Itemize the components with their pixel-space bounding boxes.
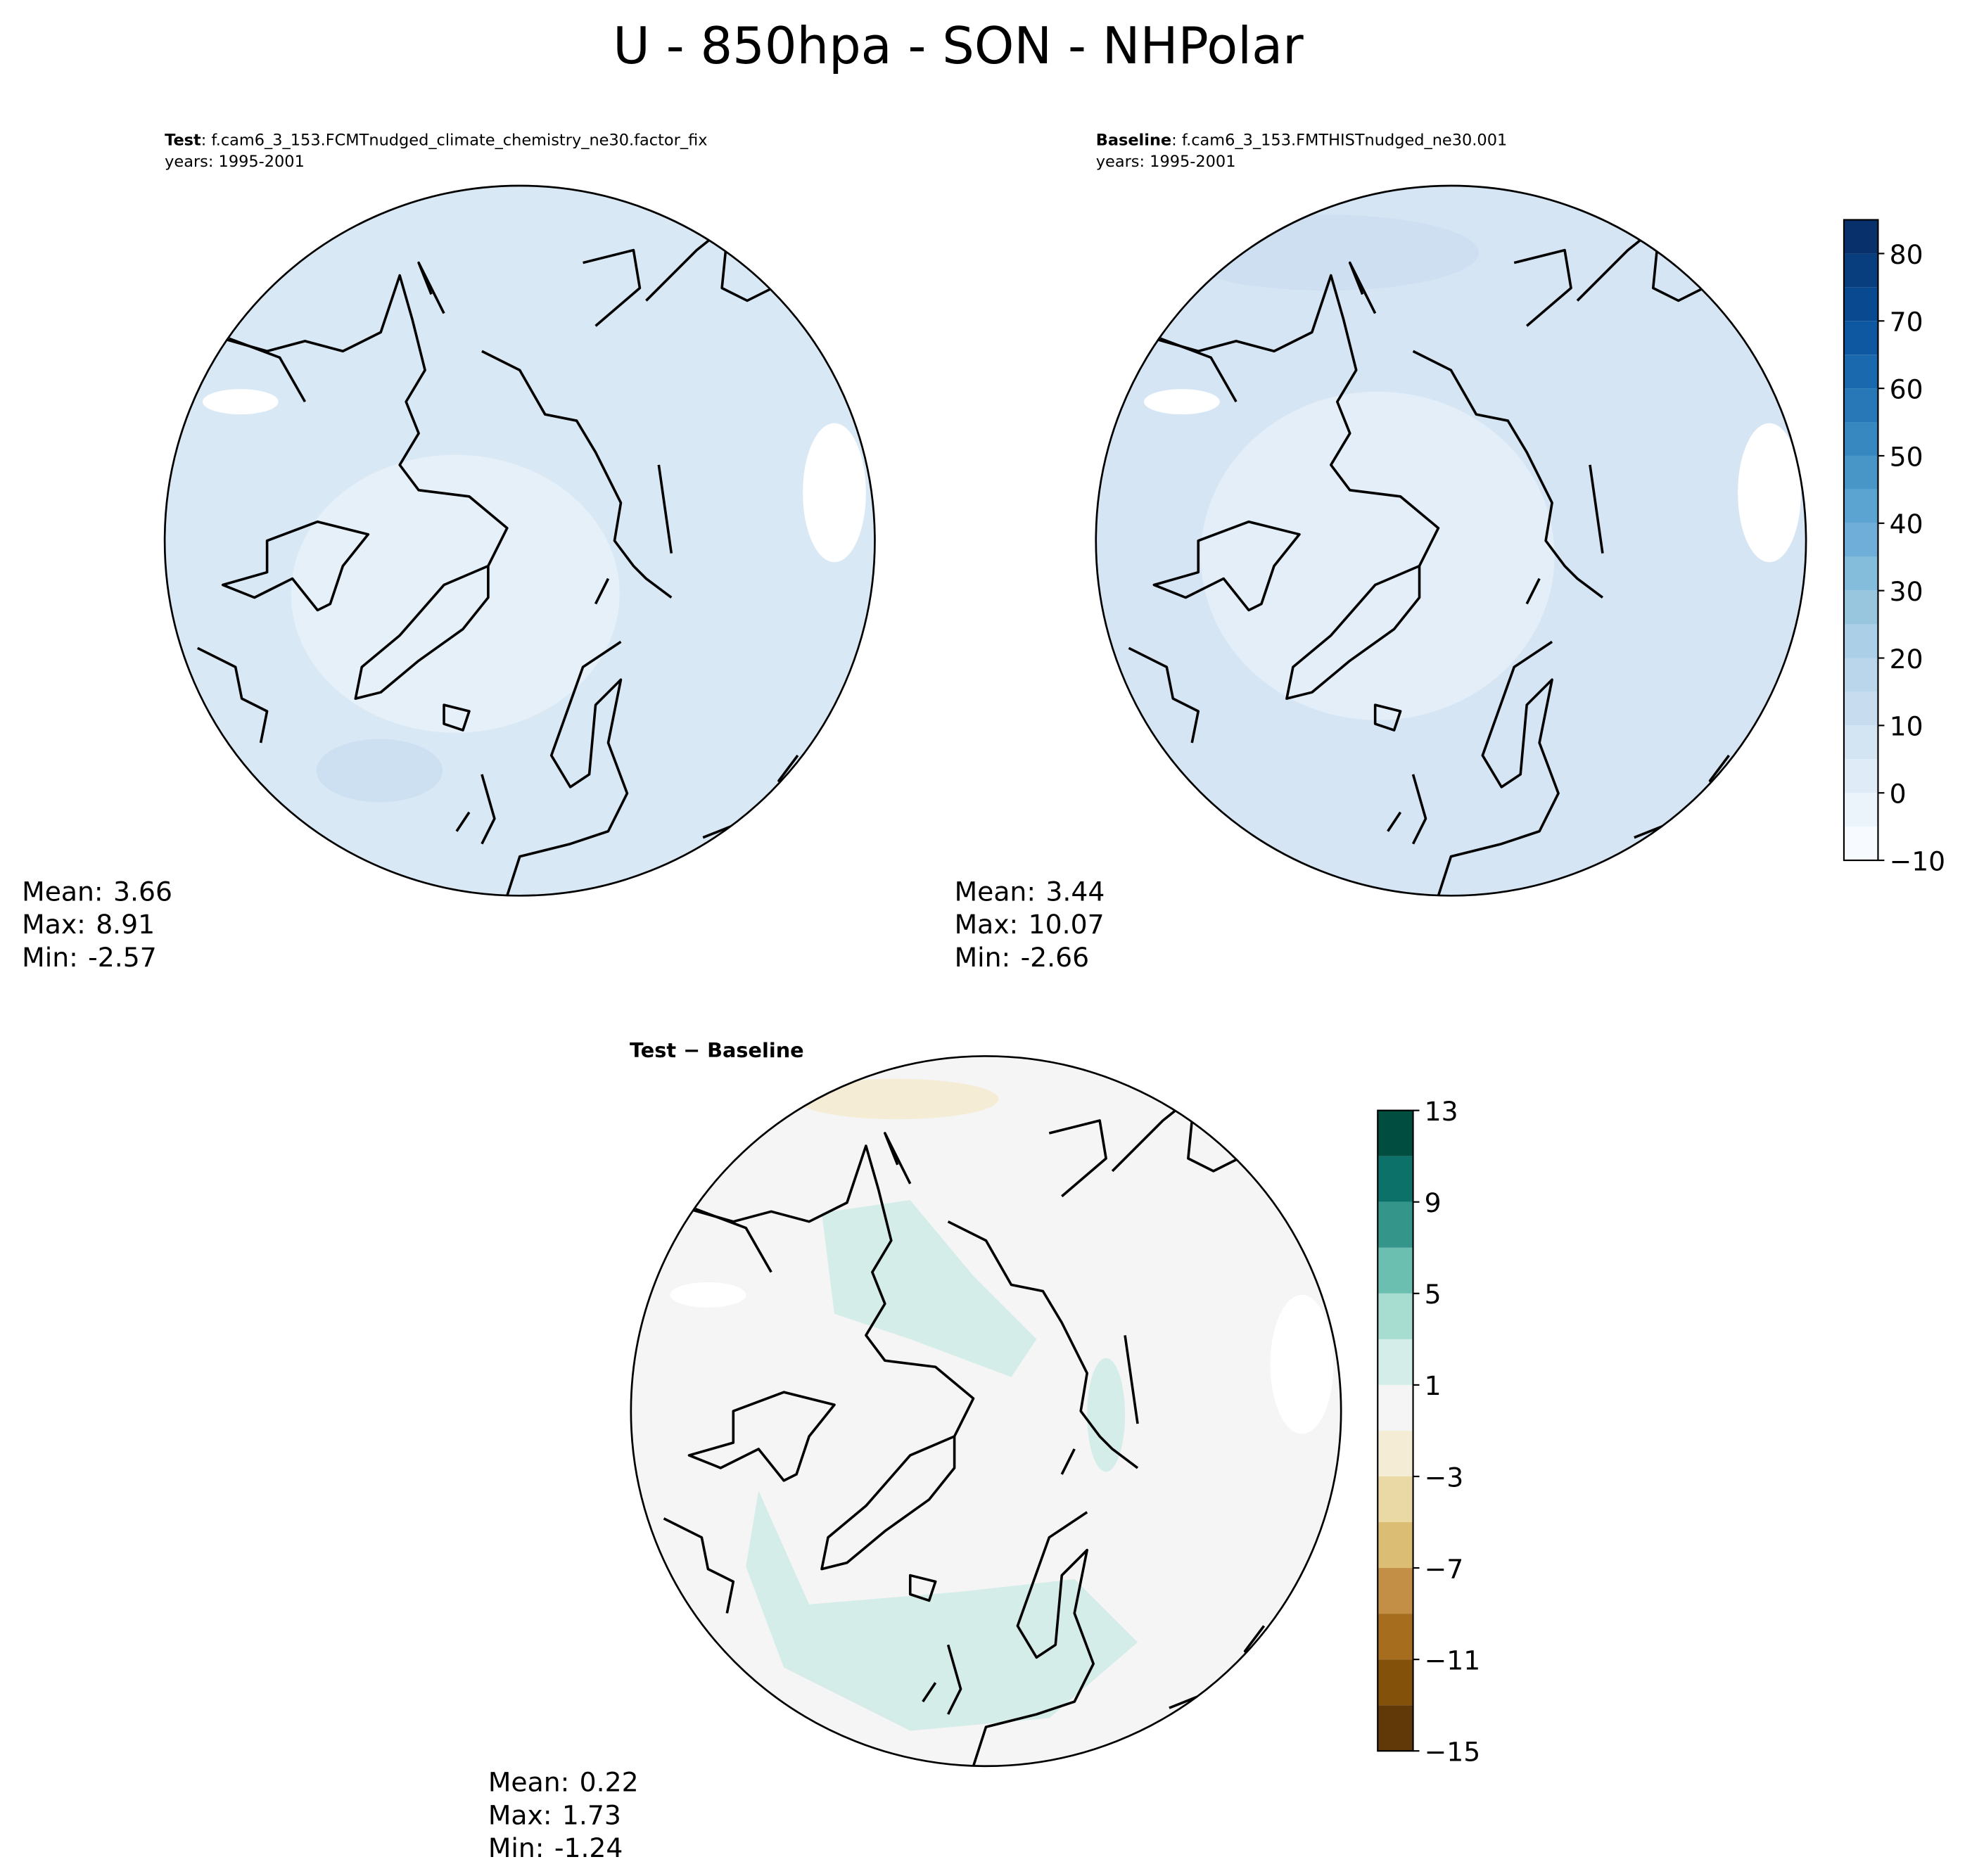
stat-value: 1.73 bbox=[562, 1799, 621, 1830]
colorbar-tick-label: 30 bbox=[1890, 576, 1923, 607]
colorbar-segment bbox=[1843, 725, 1878, 760]
colorbar-segment bbox=[1843, 489, 1878, 523]
colorbar-segment bbox=[1378, 1705, 1413, 1751]
stat: Min: -2.57 bbox=[22, 942, 157, 973]
panel-label: Test − Baseline bbox=[630, 1038, 804, 1062]
colorbar-segment bbox=[1378, 1339, 1413, 1385]
stat-value: -2.57 bbox=[88, 942, 157, 973]
stat-label: Min: bbox=[22, 942, 78, 973]
colorbar-tick-label: 13 bbox=[1425, 1096, 1458, 1127]
colorbar-segment bbox=[1843, 793, 1878, 827]
stat-label: Mean: bbox=[955, 876, 1036, 907]
stat: Mean: 3.66 bbox=[22, 876, 172, 907]
colorbar-tick-label: 0 bbox=[1890, 779, 1907, 810]
colorbar-tick-label: −3 bbox=[1425, 1462, 1464, 1493]
panel-case: : f.cam6_3_153.FCMTnudged_climate_chemis… bbox=[201, 132, 708, 150]
colorbar-segment bbox=[1378, 1476, 1413, 1523]
colorbar-segment bbox=[1378, 1293, 1413, 1339]
colorbar-tick-label: 10 bbox=[1890, 711, 1923, 742]
map bbox=[1095, 186, 1807, 896]
colorbar-segment bbox=[1843, 355, 1878, 389]
stat: Mean: 3.44 bbox=[955, 876, 1105, 907]
colorbar-segment bbox=[1843, 759, 1878, 793]
panel-label: Test bbox=[165, 132, 201, 150]
map bbox=[630, 1056, 1342, 1766]
colorbar-frame bbox=[1377, 1109, 1414, 1752]
stat-label: Max: bbox=[22, 909, 86, 940]
colorbar-segment bbox=[1843, 827, 1878, 861]
stat-label: Min: bbox=[488, 1832, 545, 1863]
colorbar-frame bbox=[1843, 219, 1879, 862]
stat-label: Max: bbox=[488, 1799, 552, 1830]
colorbar-tick-label: 20 bbox=[1890, 644, 1923, 675]
colorbar-tick-label: −10 bbox=[1890, 846, 1946, 876]
colorbar-tick-label: 40 bbox=[1890, 509, 1923, 540]
colorbar-segment bbox=[1378, 1247, 1413, 1294]
stat: Min: -2.66 bbox=[955, 942, 1090, 973]
colorbar-tick-label: −11 bbox=[1425, 1645, 1481, 1676]
colorbar-tick-label: 80 bbox=[1890, 239, 1923, 270]
colorbar-segment bbox=[1378, 1201, 1413, 1248]
stat: Max: 10.07 bbox=[955, 909, 1105, 940]
stat-value: 10.07 bbox=[1029, 909, 1105, 940]
figure-title: U - 850hpa - SON - NHPolar bbox=[613, 16, 1304, 75]
colorbar-segment bbox=[1843, 556, 1878, 591]
stat: Max: 1.73 bbox=[488, 1799, 621, 1830]
colorbar-segment bbox=[1843, 658, 1878, 692]
colorbar-segment bbox=[1378, 1156, 1413, 1202]
colorbar-segment bbox=[1378, 1522, 1413, 1569]
colorbar-segment bbox=[1843, 321, 1878, 355]
colorbar-segment bbox=[1378, 1110, 1413, 1156]
colorbar-segment bbox=[1843, 624, 1878, 658]
colorbar-segment bbox=[1843, 388, 1878, 423]
map-border bbox=[1095, 184, 1807, 897]
colorbar-segment bbox=[1843, 691, 1878, 726]
colorbar-segment bbox=[1843, 287, 1878, 321]
stat: Max: 8.91 bbox=[22, 909, 155, 940]
colorbar-tick-label: 5 bbox=[1425, 1279, 1442, 1310]
colorbar-tick-label: −15 bbox=[1425, 1737, 1481, 1768]
colorbar-segment bbox=[1843, 590, 1878, 625]
panel-header: Test: f.cam6_3_153.FCMTnudged_climate_ch… bbox=[165, 132, 707, 150]
colorbar-segment bbox=[1843, 422, 1878, 456]
map bbox=[165, 186, 875, 896]
colorbar-segment bbox=[1378, 1659, 1413, 1706]
colorbar-segment bbox=[1843, 219, 1878, 254]
stat-value: -2.66 bbox=[1021, 942, 1090, 973]
stat-value: 0.22 bbox=[580, 1767, 639, 1798]
stat-value: 3.66 bbox=[113, 876, 172, 907]
colorbar-tick-label: 1 bbox=[1425, 1370, 1442, 1401]
colorbar-segment bbox=[1378, 1430, 1413, 1476]
map-border bbox=[630, 1055, 1342, 1768]
colorbar-tick-label: 60 bbox=[1890, 374, 1923, 404]
colorbar-tick-label: −7 bbox=[1425, 1553, 1464, 1584]
panel-label: Baseline bbox=[1096, 132, 1171, 150]
stat: Mean: 0.22 bbox=[488, 1767, 639, 1798]
stat-value: 3.44 bbox=[1045, 876, 1105, 907]
colorbar-segment bbox=[1843, 523, 1878, 557]
colorbar-segment bbox=[1378, 1384, 1413, 1431]
stat-value: -1.24 bbox=[554, 1832, 623, 1863]
stat-value: 8.91 bbox=[96, 909, 155, 940]
stat-label: Min: bbox=[955, 942, 1011, 973]
stat: Min: -1.24 bbox=[488, 1832, 623, 1863]
colorbar-segment bbox=[1378, 1568, 1413, 1614]
panel-years: years: 1995-2001 bbox=[1096, 153, 1236, 171]
colorbar-tick-label: 9 bbox=[1425, 1187, 1442, 1218]
panel-header: Baseline: f.cam6_3_153.FMTHISTnudged_ne3… bbox=[1096, 132, 1508, 150]
panel-case: : f.cam6_3_153.FMTHISTnudged_ne30.001 bbox=[1171, 132, 1507, 150]
stat-label: Mean: bbox=[488, 1767, 569, 1798]
map-border bbox=[163, 184, 876, 897]
colorbar-segment bbox=[1843, 455, 1878, 490]
colorbar-segment bbox=[1378, 1614, 1413, 1660]
colorbar-tick-label: 50 bbox=[1890, 441, 1923, 472]
colorbar-tick-label: 70 bbox=[1890, 307, 1923, 338]
stat-label: Mean: bbox=[22, 876, 103, 907]
colorbar-segment bbox=[1843, 253, 1878, 288]
stat-label: Max: bbox=[955, 909, 1019, 940]
panel-years: years: 1995-2001 bbox=[165, 153, 305, 171]
